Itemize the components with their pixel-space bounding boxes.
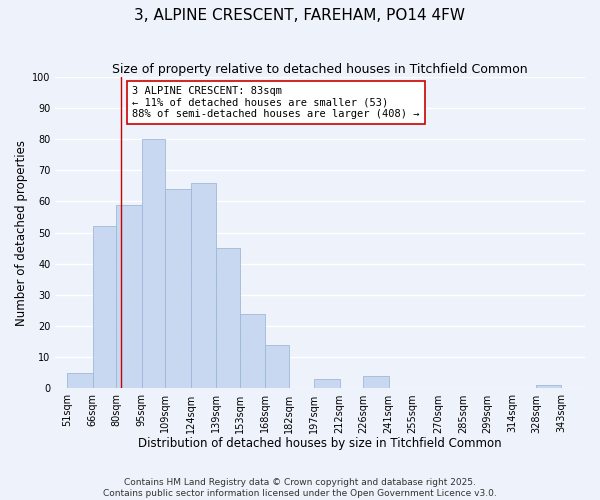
Bar [116, 204, 142, 388]
Bar [364, 376, 389, 388]
Bar [240, 314, 265, 388]
Bar [536, 386, 562, 388]
Text: 3, ALPINE CRESCENT, FAREHAM, PO14 4FW: 3, ALPINE CRESCENT, FAREHAM, PO14 4FW [134, 8, 466, 22]
Text: 3 ALPINE CRESCENT: 83sqm
← 11% of detached houses are smaller (53)
88% of semi-d: 3 ALPINE CRESCENT: 83sqm ← 11% of detach… [132, 86, 419, 119]
X-axis label: Distribution of detached houses by size in Titchfield Common: Distribution of detached houses by size … [139, 437, 502, 450]
Bar [92, 226, 116, 388]
Bar [166, 189, 191, 388]
Bar [142, 139, 166, 388]
Bar [265, 345, 289, 389]
Bar [191, 182, 216, 388]
Y-axis label: Number of detached properties: Number of detached properties [15, 140, 28, 326]
Text: Contains HM Land Registry data © Crown copyright and database right 2025.
Contai: Contains HM Land Registry data © Crown c… [103, 478, 497, 498]
Title: Size of property relative to detached houses in Titchfield Common: Size of property relative to detached ho… [112, 62, 528, 76]
Bar [216, 248, 240, 388]
Bar [67, 373, 92, 388]
Bar [314, 379, 340, 388]
